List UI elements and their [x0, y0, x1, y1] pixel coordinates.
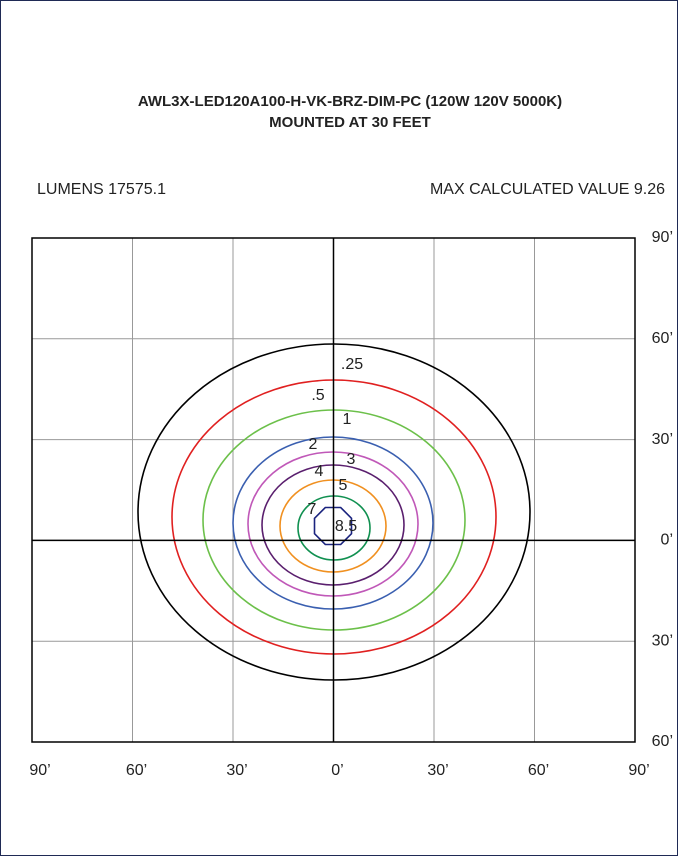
- right-label: 60’: [652, 733, 673, 750]
- contour: [313, 506, 353, 546]
- max-value: MAX CALCULATED VALUE 9.26: [430, 181, 665, 198]
- contour-label: 4: [315, 463, 324, 480]
- contour-label: 1: [343, 411, 352, 428]
- contour-label: 3: [347, 451, 356, 468]
- lumens: LUMENS 17575.1: [37, 181, 166, 198]
- contour-label: 2: [309, 436, 318, 453]
- title-line: MOUNTED AT 30 FEET: [269, 114, 431, 131]
- bottom-label: 60’: [528, 762, 549, 779]
- right-label: 30’: [652, 632, 673, 649]
- contour-label: 7: [308, 501, 317, 518]
- right-label: 0’: [661, 532, 673, 549]
- title-line: AWL3X-LED120A100-H-VK-BRZ-DIM-PC (120W 1…: [138, 93, 562, 110]
- right-label: 90’: [652, 229, 673, 246]
- contour-label: 8.5: [335, 518, 357, 535]
- right-label: 30’: [652, 431, 673, 448]
- bottom-label: 30’: [427, 762, 448, 779]
- bottom-label: 90’: [29, 762, 50, 779]
- contour-label: .25: [341, 356, 363, 373]
- plot-border: [31, 237, 636, 743]
- contour-label: 5: [339, 477, 348, 494]
- bottom-label: 30’: [226, 762, 247, 779]
- bottom-label: 90’: [628, 762, 649, 779]
- contour-label: .5: [311, 387, 324, 404]
- right-label: 60’: [652, 330, 673, 347]
- bottom-label: 60’: [126, 762, 147, 779]
- bottom-label: 0’: [331, 762, 343, 779]
